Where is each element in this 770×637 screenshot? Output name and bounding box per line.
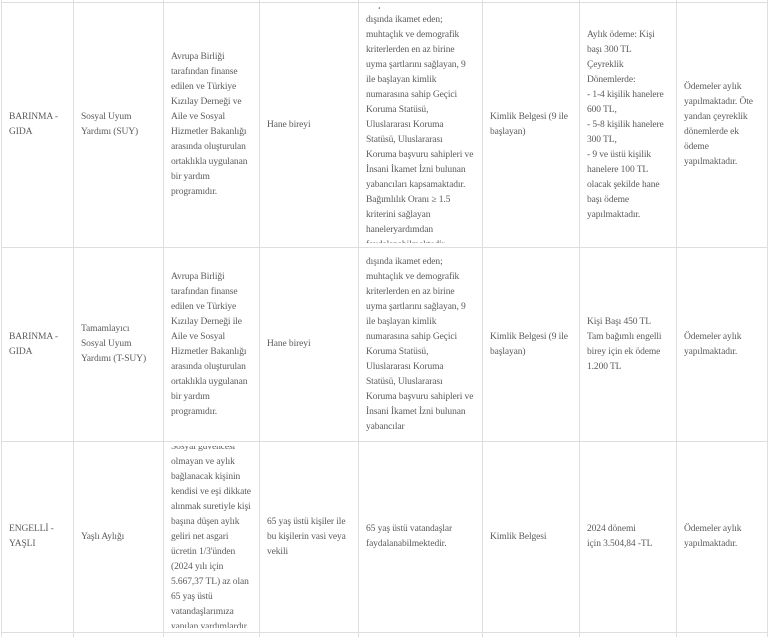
criteria-text: 65 yaş üstü vatandaşlar faydalanabilmekt… [366,524,453,549]
criteria-text: Geçici Barınma Merkezleri dışında ikamet… [366,256,474,438]
cell-criteria: Geçici Barınma Merkezleri dışında ikamet… [358,2,483,248]
cell-document: Kimlik Belgesi (9 ile başlayan) [482,247,580,442]
program-text: Sosyal Uyum Yardımı (SUY) [81,112,139,137]
cell-beneficiary: Hane bireyi [259,2,359,248]
payment-schedule-text: Ödemeler aylık yapılmaktadır. [684,331,742,357]
cell-payment-schedule: Ödemeler aylık yapılmaktadır. Öte yandan… [676,2,768,248]
document-text: Kimlik Belgesi (9 ile başlayan) [490,112,568,137]
cell-amount: Aylık ödeme: Kişi başı 300 TL Çeyreklik … [579,2,677,248]
spacer-cell [163,632,260,637]
description-text: Avrupa Birliği tarafından finanse edilen… [171,271,248,417]
cell-category: ENGELLİ - YAŞLI [1,441,74,633]
cell-document: Kimlik Belgesi (9 ile başlayan) [482,2,580,248]
program-text: Yaşlı Aylığı [81,531,125,542]
category-text: BARINMA - GIDA [9,112,58,137]
spacer-cell [676,632,768,637]
table-row: BARINMA - GIDA Sosyal Uyum Yardımı (SUY)… [1,2,768,248]
cell-amount: 2024 dönemi için 3.504,84 -TL [579,441,677,633]
spacer-cell [358,632,483,637]
description-text: Avrupa Birliği tarafından finanse edilen… [171,52,248,197]
program-text: Tamamlayıcı Sosyal Uyum Yardımı (T-SUY) [81,324,147,364]
cell-amount: Kişi Başı 450 TL Tam bağımlı engelli bir… [579,247,677,442]
spacer-cell [579,632,677,637]
amount-text: Aylık ödeme: Kişi başı 300 TL Çeyreklik … [587,29,664,220]
payment-schedule-text: Ödemeler aylık yapılmaktadır. Öte yandan… [684,82,753,167]
cell-description: Avrupa Birliği tarafından finanse edilen… [163,2,260,248]
amount-text: 2024 dönemi için 3.504,84 -TL [587,524,653,549]
cell-beneficiary: 65 yaş üstü kişiler ile bu kişilerin vas… [259,441,359,633]
cell-criteria: Geçici Barınma Merkezleri dışında ikamet… [358,247,483,442]
beneficiary-text: 65 yaş üstü kişiler ile bu kişilerin vas… [267,516,346,557]
table-row: ENGELLİ - YAŞLI Yaşlı Aylığı Sosyal güve… [1,441,768,633]
criteria-text: Geçici Barınma Merkezleri dışında ikamet… [366,7,474,243]
category-text: ENGELLİ - YAŞLI [9,524,54,549]
cell-criteria: 65 yaş üstü vatandaşlar faydalanabilmekt… [358,441,483,633]
cell-program: Sosyal Uyum Yardımı (SUY) [73,2,164,248]
table-row-partial-bottom [1,632,768,637]
spacer-cell [482,632,580,637]
cell-description: Avrupa Birliği tarafından finanse edilen… [163,247,260,442]
spacer-cell [1,632,74,637]
cell-beneficiary: Hane bireyi [259,247,359,442]
cell-document: Kimlik Belgesi [482,441,580,633]
table-row: BARINMA - GIDA Tamamlayıcı Sosyal Uyum Y… [1,247,768,442]
spacer-cell [73,632,164,637]
spacer-cell [259,632,359,637]
cell-program: Yaşlı Aylığı [73,441,164,633]
amount-text: Kişi Başı 450 TL Tam bağımlı engelli bir… [587,316,662,372]
document-text: Kimlik Belgesi [490,531,547,542]
beneficiary-text: Hane bireyi [267,339,311,349]
cell-description: Sosyal güvencesi olmayan ve aylık bağlan… [163,441,260,633]
document-text: Kimlik Belgesi (9 ile başlayan) [490,331,568,357]
cell-category: BARINMA - GIDA [1,247,74,442]
description-text: Sosyal güvencesi olmayan ve aylık bağlan… [171,446,251,628]
payment-schedule-text: Ödemeler aylık yapılmaktadır. [684,524,742,549]
cell-program: Tamamlayıcı Sosyal Uyum Yardımı (T-SUY) [73,247,164,442]
cell-payment-schedule: Ödemeler aylık yapılmaktadır. [676,247,768,442]
beneficiary-text: Hane bireyi [267,119,311,130]
cell-category: BARINMA - GIDA [1,2,74,248]
category-text: BARINMA - GIDA [9,331,58,357]
cell-payment-schedule: Ödemeler aylık yapılmaktadır. [676,441,768,633]
